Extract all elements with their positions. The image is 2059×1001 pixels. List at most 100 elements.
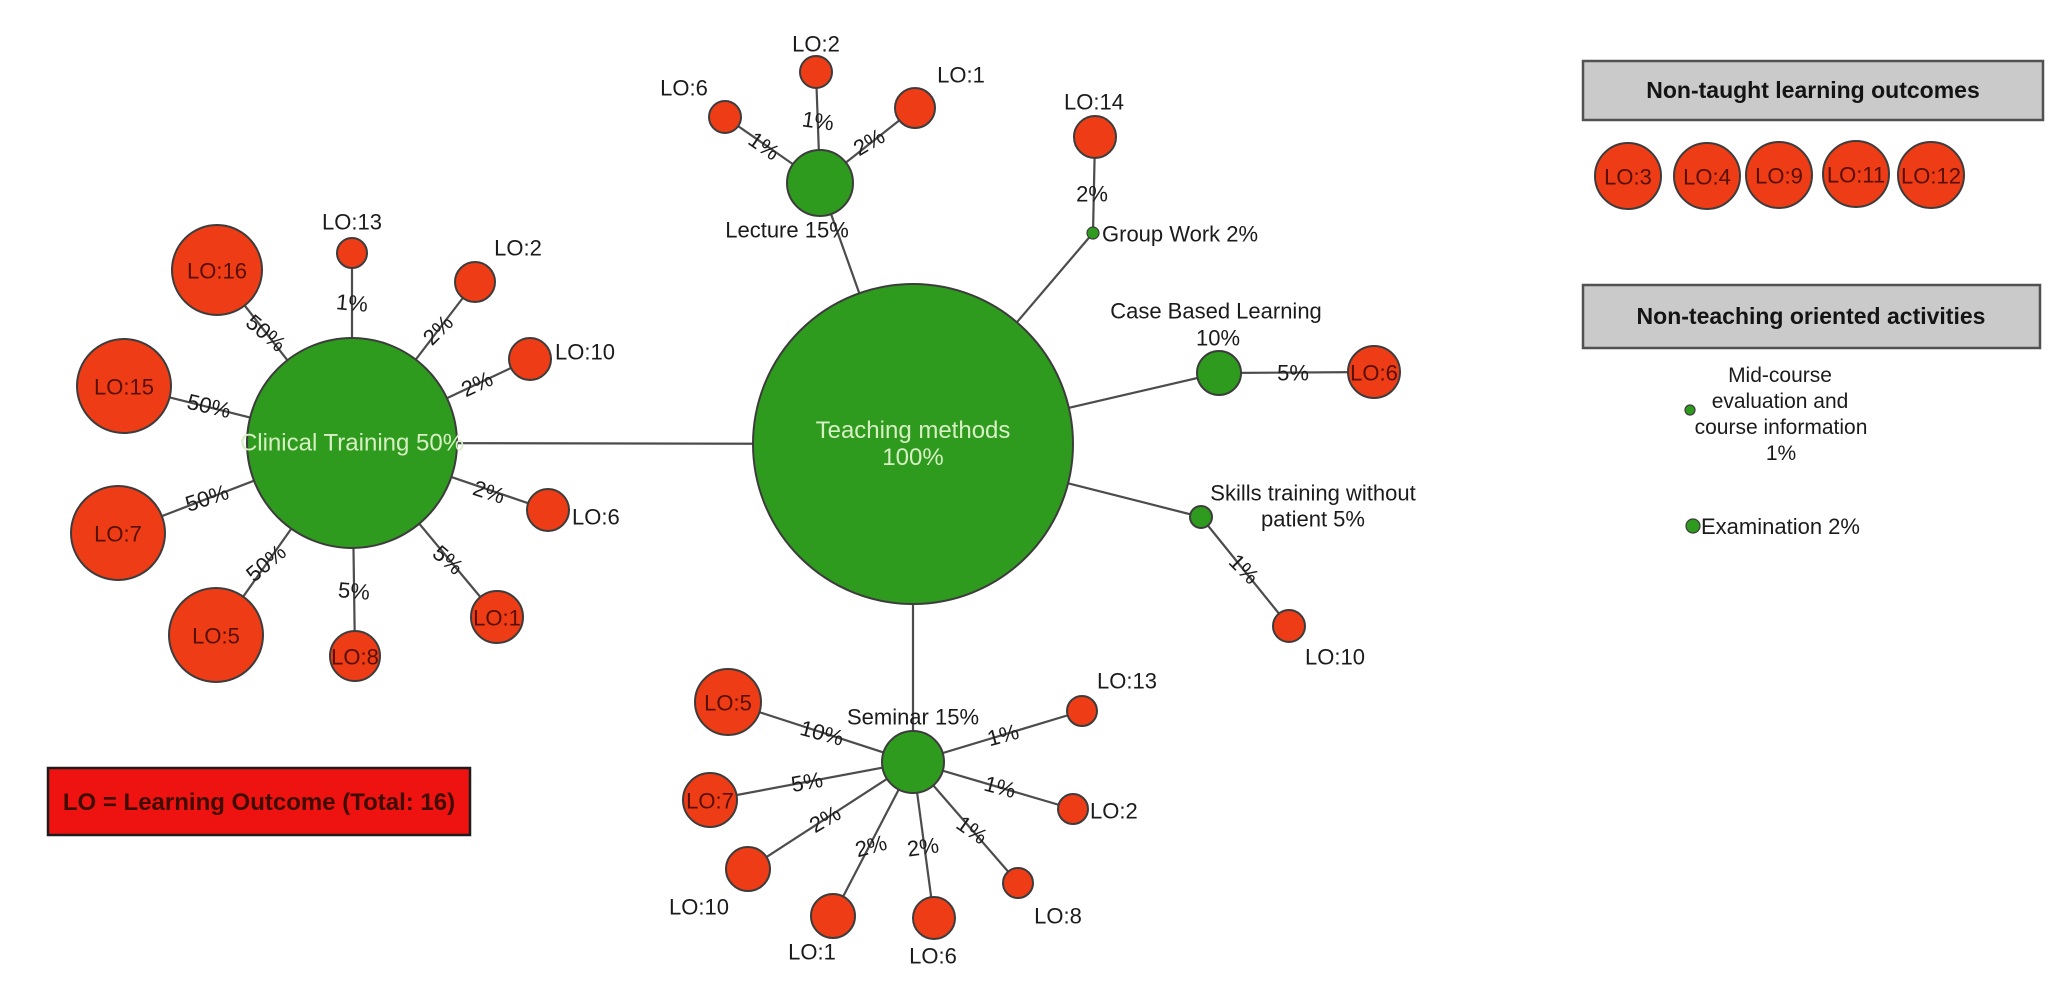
examination-label: Examination 2%: [1701, 514, 1860, 539]
pct-clinical-lo15: 50%: [185, 389, 234, 423]
cbl-label-line2: 10%: [1196, 326, 1240, 351]
lecture-lo6-label: LO:6: [660, 76, 708, 101]
node-clinical-lo1-inside-label: LO:1: [473, 606, 521, 631]
node-legend-lo3-inside-label: LO:3: [1604, 165, 1652, 190]
node-lecture-lo6: [708, 100, 742, 134]
skills-label-line1: Skills training without: [1210, 481, 1415, 506]
seminar-lo2-label: LO:2: [1090, 799, 1138, 824]
node-clinical-lo16-inside-label: LO:16: [187, 259, 247, 284]
seminar-lo13-label: LO:13: [1097, 669, 1157, 694]
node-seminar-lo5: [694, 668, 762, 736]
midcourse-label-line1: Mid-course: [1728, 364, 1832, 387]
pct-clinical-lo10: 2%: [457, 366, 496, 402]
seminar-lo10-label: LO:10: [669, 895, 729, 920]
pct-lecture-lo2: 1%: [801, 106, 836, 135]
midcourse-label-line2: evaluation and: [1712, 390, 1849, 413]
key-box-rect: [46, 766, 472, 837]
pct-seminar-lo8: 1%: [952, 811, 992, 850]
groupwork-lo14-label: LO:14: [1064, 90, 1124, 115]
lecture-label: Lecture 15%: [725, 218, 849, 243]
node-seminar-lo5-inside-label: LO:5: [704, 691, 752, 716]
node-clinical-lo16: [171, 224, 263, 316]
node-clinical-lo15-inside-label: LO:15: [94, 375, 154, 400]
pct-clinical-lo8: 5%: [337, 577, 371, 605]
node-seminar-lo1: [810, 893, 856, 939]
legend-non-teaching-title: Non-teaching oriented activities: [1637, 303, 1986, 329]
seminar-label: Seminar 15%: [847, 705, 979, 730]
node-clinical-training-label-line1: Clinical Training 50%: [240, 430, 464, 457]
node-seminar-lo13: [1066, 695, 1098, 727]
pct-seminar-lo13: 1%: [984, 719, 1021, 751]
node-cbl-lo6: [1347, 345, 1401, 399]
node-legend-lo12-inside-label: LO:12: [1901, 164, 1961, 189]
clinical-lo2-label: LO:2: [494, 236, 542, 261]
node-legend-lo12: [1897, 141, 1965, 209]
node-clinical-lo7-inside-label: LO:7: [94, 522, 142, 547]
node-legend-lo11: [1822, 140, 1890, 208]
node-legend-lo4: [1673, 142, 1741, 210]
pct-clinical-lo5: 50%: [241, 539, 291, 586]
node-clinical-lo10: [508, 337, 552, 381]
node-skills-training-without-patient: [1189, 505, 1213, 529]
node-clinical-lo15: [76, 338, 172, 434]
node-clinical-lo1: [470, 590, 524, 644]
node-teaching-methods-label-line1: Teaching methods: [816, 417, 1011, 444]
node-clinical-lo8-inside-label: LO:8: [331, 645, 379, 670]
node-clinical-training: [246, 337, 458, 549]
pct-clinical-lo2: 2%: [418, 310, 458, 350]
key-box: LO = Learning Outcome (Total: 16): [46, 766, 472, 837]
node-seminar-lo2: [1057, 793, 1089, 825]
node-legend-lo3: [1594, 142, 1662, 210]
pct-lecture-lo6: 1%: [744, 127, 784, 166]
skills-lo10-label: LO:10: [1305, 645, 1365, 670]
pct-clinical-lo6: 2%: [470, 475, 508, 509]
node-legend-lo9: [1745, 141, 1813, 209]
node-seminar-lo7: [682, 772, 738, 828]
seminar-lo6-label: LO:6: [909, 944, 957, 969]
legend-non-teaching: Non-teaching oriented activities Mid-cou…: [1581, 283, 2042, 539]
node-clinical-lo5: [168, 587, 264, 683]
pct-seminar-lo7: 5%: [789, 767, 825, 797]
node-lecture-lo1: [894, 87, 936, 129]
clinical-lo10-label: LO:10: [555, 340, 615, 365]
legend-non-taught-box: [1581, 59, 2045, 122]
node-case-based-learning: [1196, 350, 1242, 396]
node-cbl-lo6-inside-label: LO:6: [1350, 361, 1398, 386]
node-seminar: [881, 730, 945, 794]
pct-seminar-lo6: 2%: [906, 832, 941, 861]
legend-non-taught-title: Non-taught learning outcomes: [1646, 77, 1980, 103]
key-box-text: LO = Learning Outcome (Total: 16): [63, 789, 455, 816]
node-clinical-lo6: [526, 488, 570, 532]
midcourse-label-line3: course information: [1695, 416, 1868, 439]
node-legend-lo11-inside-label: LO:11: [1827, 163, 1885, 188]
legend-non-teaching-box: [1581, 283, 2042, 350]
pct-groupwork-lo14: 2%: [1076, 182, 1108, 207]
node-seminar-lo6: [912, 896, 956, 940]
clinical-lo6-label: LO:6: [572, 505, 620, 530]
node-clinical-lo8: [329, 630, 381, 682]
pct-skills-lo10: 1%: [1224, 549, 1264, 589]
skills-label-line2: patient 5%: [1261, 507, 1365, 532]
midcourse-label-line4: 1%: [1766, 442, 1796, 465]
cbl-label-line1: Case Based Learning: [1110, 299, 1322, 324]
legend-non-taught: Non-taught learning outcomes: [1581, 59, 2045, 122]
seminar-lo1-label: LO:1: [788, 940, 836, 965]
pct-clinical-lo16: 50%: [241, 309, 291, 356]
node-clinical-lo5-inside-label: LO:5: [192, 624, 240, 649]
pct-seminar-lo1: 2%: [852, 830, 889, 862]
node-labels-layer: LO:6 LO:2 LO:1 LO:14 Lecture 15% Group Work 2…: [322, 32, 1416, 969]
pct-clinical-lo7: 50%: [182, 479, 232, 516]
pct-cbl-lo6: 5%: [1277, 361, 1309, 386]
node-clinical-lo2: [454, 261, 496, 303]
pct-clinical-lo13: 1%: [335, 289, 369, 317]
node-groupwork-lo14: [1073, 115, 1117, 159]
node-seminar-lo8: [1002, 867, 1034, 899]
edge-skills-training-without-patient--skills-lo10: [1200, 516, 1290, 627]
lecture-lo1-label: LO:1: [937, 63, 985, 88]
seminar-lo8-label: LO:8: [1034, 904, 1082, 929]
group-work-label: Group Work 2%: [1102, 222, 1258, 247]
edge-seminar--seminar-lo10: [747, 761, 914, 870]
lecture-lo2-label: LO:2: [792, 32, 840, 57]
